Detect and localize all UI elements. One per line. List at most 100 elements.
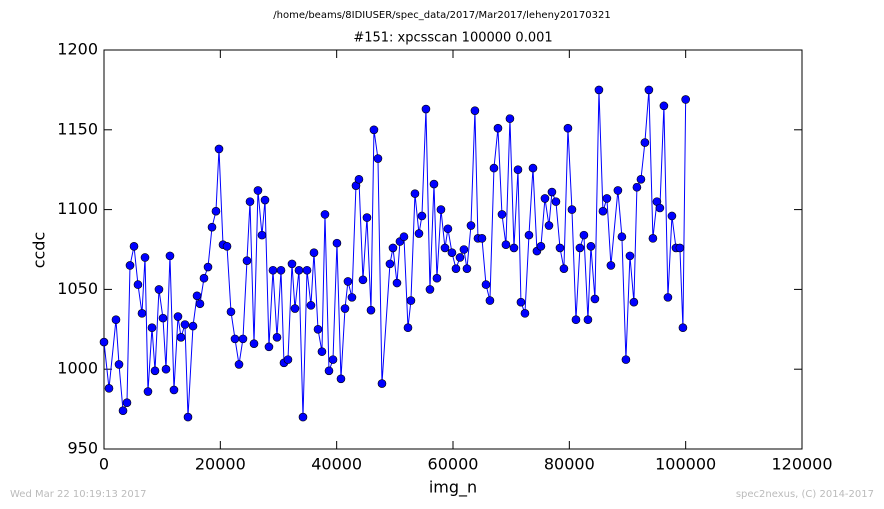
data-point bbox=[137, 309, 147, 318]
data-point bbox=[158, 313, 168, 323]
data-point bbox=[399, 232, 409, 242]
y-axis-label: ccdc bbox=[30, 232, 49, 269]
data-point bbox=[602, 194, 612, 203]
data-point bbox=[636, 174, 646, 184]
data-point bbox=[125, 261, 135, 270]
data-point bbox=[373, 154, 383, 163]
data-point bbox=[528, 163, 538, 173]
y-tick-label: 950 bbox=[67, 439, 98, 458]
data-point bbox=[143, 387, 153, 396]
data-point bbox=[226, 307, 236, 317]
data-point bbox=[403, 323, 413, 333]
data-point bbox=[436, 205, 446, 214]
data-point bbox=[509, 243, 519, 253]
y-tick-label: 1050 bbox=[57, 279, 98, 298]
data-point bbox=[111, 315, 121, 325]
data-point bbox=[290, 304, 300, 313]
data-point bbox=[648, 234, 658, 243]
data-point bbox=[551, 197, 561, 206]
data-point bbox=[385, 259, 395, 269]
data-point bbox=[425, 285, 435, 294]
data-point bbox=[559, 264, 569, 273]
data-point bbox=[306, 301, 316, 310]
x-tick-label: 40000 bbox=[311, 455, 362, 474]
data-point bbox=[579, 230, 589, 240]
data-point bbox=[590, 294, 600, 304]
data-point bbox=[366, 305, 376, 315]
data-point bbox=[459, 245, 469, 254]
x-tick-label: 100000 bbox=[655, 455, 716, 474]
data-point bbox=[238, 334, 248, 344]
data-point bbox=[324, 366, 334, 376]
data-point bbox=[567, 205, 577, 214]
data-line bbox=[103, 89, 687, 418]
x-axis-label: img_n bbox=[429, 478, 477, 498]
x-tick-label: 120000 bbox=[771, 455, 832, 474]
data-point bbox=[477, 234, 487, 243]
y-tick-label: 1150 bbox=[57, 119, 98, 138]
data-point bbox=[264, 342, 274, 352]
data-point bbox=[598, 206, 608, 216]
data-point bbox=[414, 229, 424, 238]
data-point bbox=[129, 242, 139, 251]
data-point bbox=[659, 101, 669, 111]
data-point bbox=[183, 412, 193, 422]
data-point bbox=[575, 243, 585, 253]
data-point bbox=[594, 85, 604, 95]
data-point bbox=[114, 360, 124, 369]
data-point bbox=[358, 275, 368, 285]
data-point bbox=[678, 323, 688, 333]
data-point bbox=[571, 315, 581, 325]
data-point bbox=[547, 187, 557, 197]
data-point bbox=[362, 213, 372, 222]
data-point bbox=[118, 406, 128, 415]
data-point bbox=[99, 337, 109, 347]
x-tick-label: 80000 bbox=[544, 455, 595, 474]
data-point bbox=[188, 321, 198, 331]
y-tick-label: 1200 bbox=[57, 40, 98, 59]
data-point bbox=[536, 242, 546, 251]
data-point bbox=[203, 262, 213, 272]
chart-title: #151: xpcsscan 100000 0.001 bbox=[353, 31, 552, 46]
data-point bbox=[207, 222, 217, 232]
y-tick-label: 1000 bbox=[57, 359, 98, 378]
data-point bbox=[343, 277, 353, 286]
data-point bbox=[524, 230, 534, 240]
data-point bbox=[199, 273, 209, 283]
data-point bbox=[140, 253, 150, 262]
data-point bbox=[485, 296, 495, 305]
data-point bbox=[169, 385, 179, 395]
data-point bbox=[150, 366, 160, 376]
data-point bbox=[451, 264, 461, 273]
data-point bbox=[497, 210, 507, 219]
data-point bbox=[161, 364, 171, 374]
data-point bbox=[253, 186, 263, 195]
data-point bbox=[276, 265, 286, 275]
data-point bbox=[214, 144, 224, 154]
data-point bbox=[621, 355, 631, 364]
data-point bbox=[583, 315, 593, 325]
data-point bbox=[470, 106, 480, 115]
data-point bbox=[555, 243, 565, 253]
data-point bbox=[294, 265, 304, 275]
data-point bbox=[283, 355, 293, 364]
data-point bbox=[287, 259, 297, 269]
data-point bbox=[302, 265, 312, 275]
data-point bbox=[516, 297, 526, 307]
data-point bbox=[165, 251, 175, 261]
data-point bbox=[222, 242, 232, 251]
data-point bbox=[176, 332, 186, 342]
data-point bbox=[667, 211, 677, 221]
x-tick-label: 0 bbox=[99, 455, 109, 474]
data-point bbox=[313, 324, 323, 334]
data-point bbox=[104, 384, 114, 393]
data-point bbox=[245, 197, 255, 206]
data-point bbox=[663, 293, 673, 302]
data-point bbox=[429, 179, 439, 189]
data-point bbox=[377, 379, 387, 388]
data-point bbox=[122, 398, 132, 408]
data-point bbox=[644, 85, 654, 95]
data-point bbox=[336, 374, 346, 384]
y-tick-label: 1100 bbox=[57, 199, 98, 218]
